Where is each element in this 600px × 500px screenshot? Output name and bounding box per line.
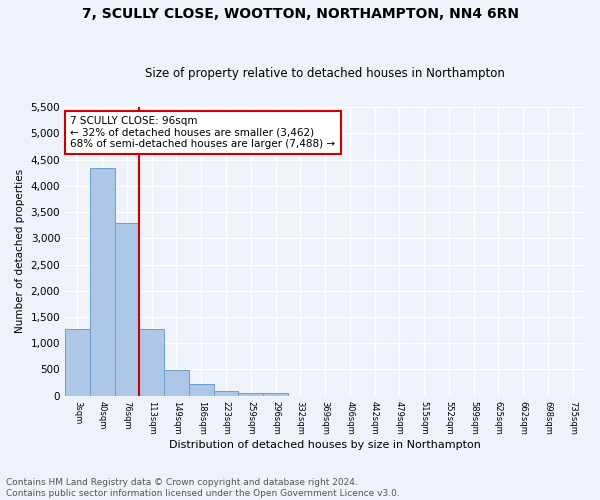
- Text: 7 SCULLY CLOSE: 96sqm
← 32% of detached houses are smaller (3,462)
68% of semi-d: 7 SCULLY CLOSE: 96sqm ← 32% of detached …: [70, 116, 335, 149]
- Bar: [189, 384, 214, 396]
- Y-axis label: Number of detached properties: Number of detached properties: [15, 170, 25, 334]
- Bar: [65, 329, 90, 396]
- X-axis label: Distribution of detached houses by size in Northampton: Distribution of detached houses by size …: [169, 440, 481, 450]
- Bar: [164, 370, 189, 396]
- Bar: [115, 223, 139, 396]
- Text: 7, SCULLY CLOSE, WOOTTON, NORTHAMPTON, NN4 6RN: 7, SCULLY CLOSE, WOOTTON, NORTHAMPTON, N…: [82, 8, 518, 22]
- Bar: [139, 328, 164, 396]
- Bar: [214, 391, 238, 396]
- Text: Contains HM Land Registry data © Crown copyright and database right 2024.
Contai: Contains HM Land Registry data © Crown c…: [6, 478, 400, 498]
- Bar: [238, 392, 263, 396]
- Title: Size of property relative to detached houses in Northampton: Size of property relative to detached ho…: [145, 66, 505, 80]
- Bar: [263, 393, 288, 396]
- Bar: [90, 168, 115, 396]
